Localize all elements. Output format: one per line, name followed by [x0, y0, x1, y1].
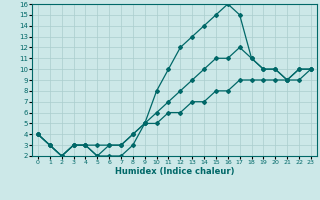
X-axis label: Humidex (Indice chaleur): Humidex (Indice chaleur)	[115, 167, 234, 176]
